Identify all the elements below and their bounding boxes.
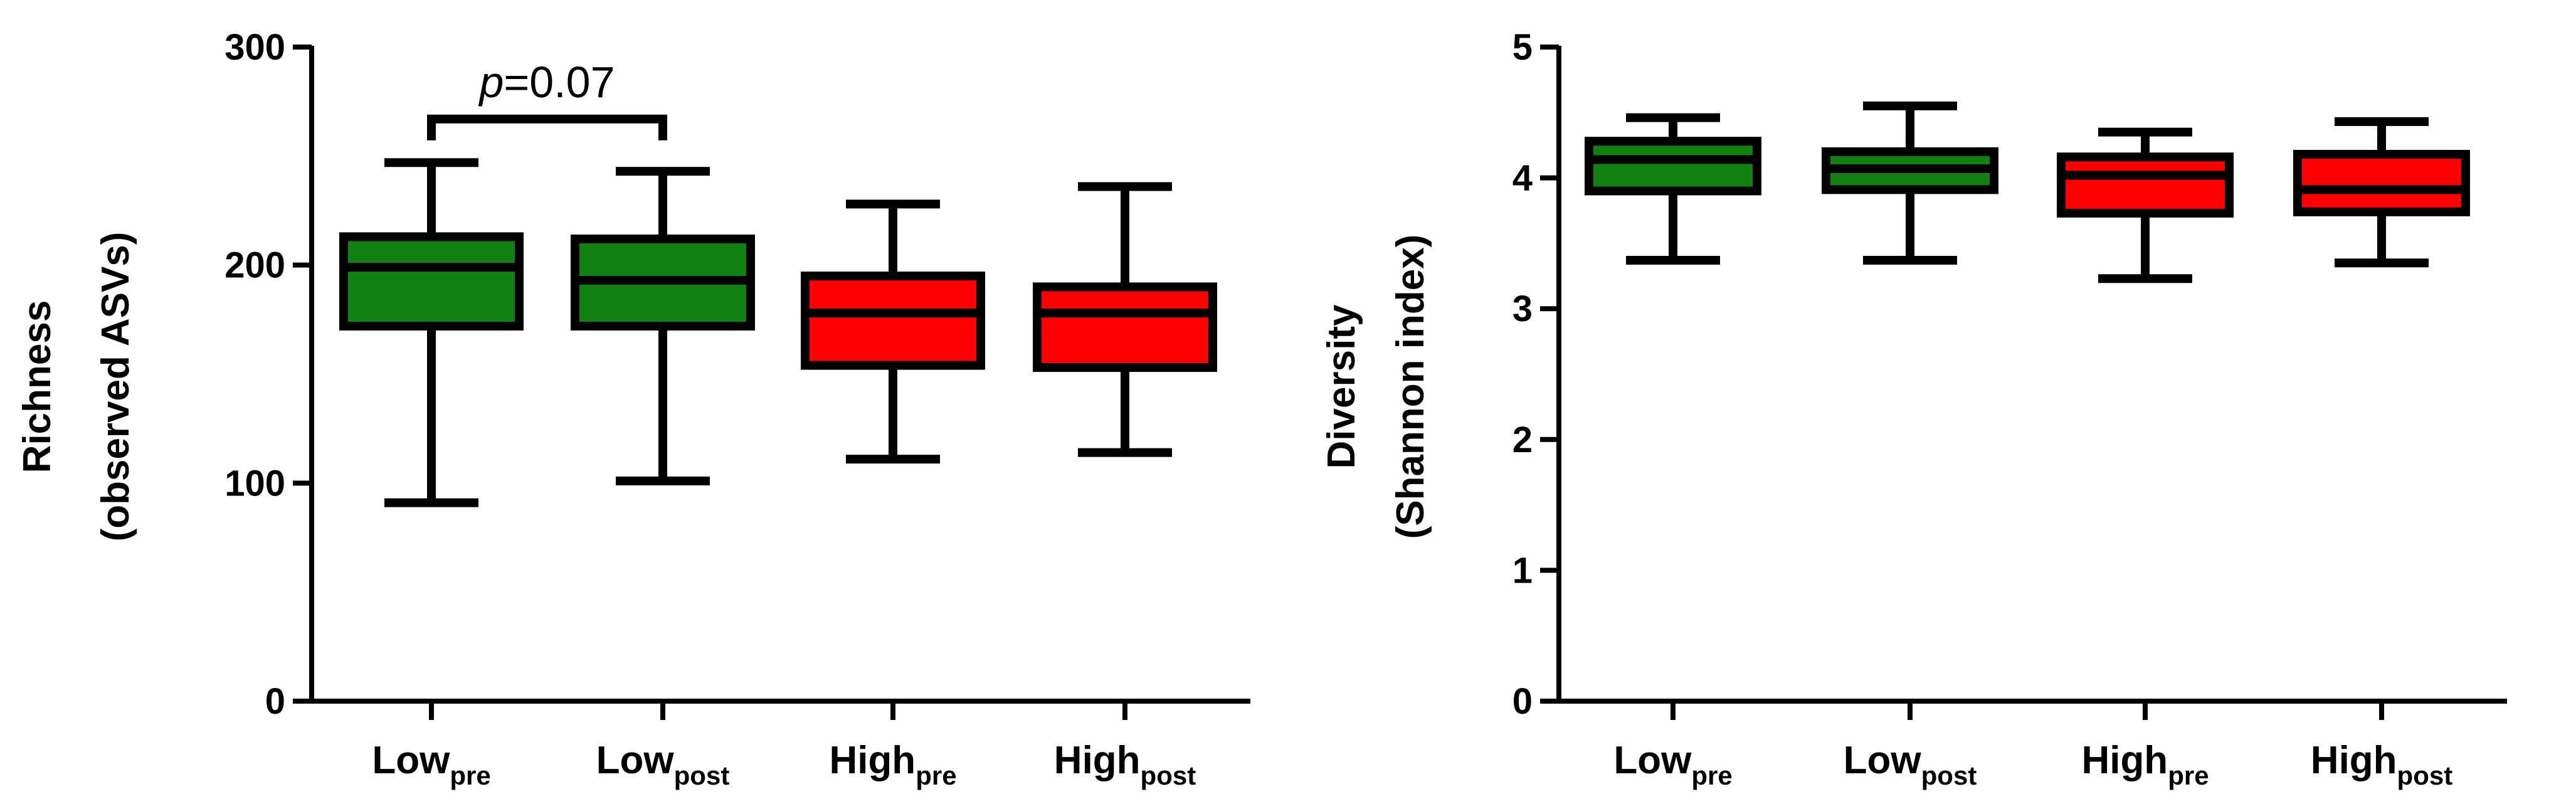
p-value: =0.07 [504,58,615,107]
p-symbol: p [478,58,504,107]
y-tick-label: 100 [224,463,285,504]
box-iqr [339,232,524,331]
box-1 [1822,101,1998,265]
category-main: Low [1613,739,1692,782]
category-main: High [1054,739,1141,782]
box-iqr [801,272,985,370]
category-subscript: pre [2168,761,2209,790]
category-label: Lowpost [596,739,730,790]
y-axis-title-line2: (observed ASVs) [94,232,137,542]
box-0 [1585,113,1761,265]
category-main: Low [596,739,675,782]
category-subscript: pre [1691,761,1732,790]
box-0 [339,158,524,507]
y-tick-label: 200 [224,245,285,286]
box-iqr [2293,150,2470,216]
y-tick-label: 4 [1512,158,1533,199]
category-subscript: post [1141,761,1196,790]
category-main: High [2311,739,2397,782]
box-iqr [2057,152,2234,218]
y-axis-title-line2: (Shannon index) [1389,235,1432,539]
y-tick-label: 3 [1512,288,1533,329]
category-label: Highpre [829,739,956,790]
category-subscript: post [2397,761,2453,790]
category-subscript: pre [916,761,956,790]
box-3 [1033,182,1217,457]
significance-label: p=0.07 [478,58,615,107]
category-subscript: post [1921,761,1977,790]
category-subscript: pre [450,761,490,790]
category-main: Low [1844,739,1922,782]
box-iqr [1585,137,1761,196]
y-axis-title-line1: Richness [16,300,59,473]
category-label: Highpost [2311,739,2452,790]
category-label: Lowpre [372,739,490,790]
y-tick-label: 300 [224,27,285,68]
y-tick-label: 0 [265,681,285,722]
box-iqr [1033,282,1217,373]
category-label: Lowpre [1613,739,1732,790]
box-3 [2293,117,2470,268]
category-main: High [2081,739,2168,782]
category-label: Highpost [1054,739,1196,790]
category-label: Lowpost [1844,739,1977,790]
box-2 [2057,127,2234,283]
y-tick-label: 1 [1512,550,1533,591]
box-2 [801,199,985,464]
y-tick-label: 2 [1512,420,1533,460]
y-tick-label: 0 [1512,681,1533,722]
category-label: Highpre [2081,739,2209,790]
category-main: High [829,739,916,782]
y-axis-title-line1: Diversity [1320,304,1363,468]
significance-bracket [427,114,667,140]
category-subscript: post [674,761,730,790]
y-tick-label: 5 [1512,27,1533,68]
category-main: Low [372,739,450,782]
box-1 [571,167,755,485]
